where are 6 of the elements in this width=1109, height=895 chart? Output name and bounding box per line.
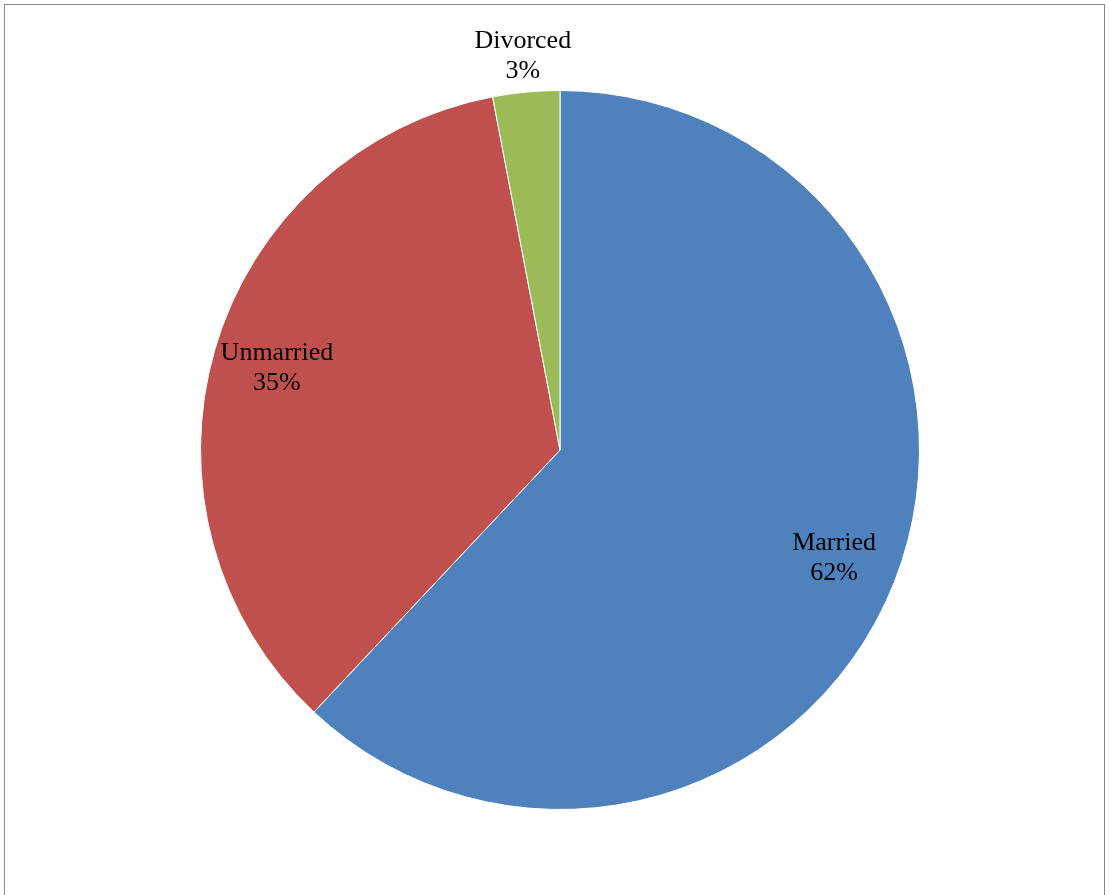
data-label: 62%	[810, 557, 858, 587]
data-label: 35%	[253, 366, 301, 396]
data-label: 3%	[505, 55, 541, 85]
slice-label: Married	[792, 527, 876, 557]
slice-label: Divorced	[474, 25, 572, 55]
slice-label: Unmarried	[220, 336, 334, 366]
